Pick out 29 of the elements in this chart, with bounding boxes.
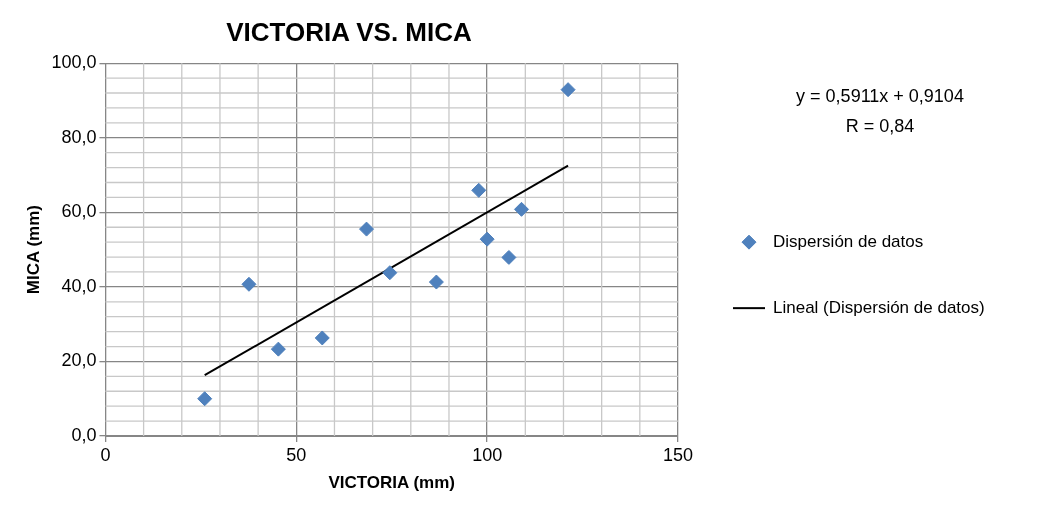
x-tick-label: 100 [472,444,503,465]
chart-title: VICTORIA VS. MICA [226,16,473,47]
y-tick-label: 80,0 [61,126,97,147]
point [479,231,495,247]
x-axis-title: VICTORIA (mm) [328,473,455,493]
y-tick-label: 40,0 [61,275,97,296]
y-tick-label: 0,0 [71,424,97,445]
legend-label: Lineal (Dispersión de datos) [773,297,985,317]
y-axis-title: MICA (mm) [23,205,43,295]
point [428,274,444,290]
y-tick-label: 100,0 [51,52,97,73]
y-tick-label: 60,0 [61,201,97,222]
point [501,249,517,265]
x-tick-label: 0 [100,444,111,465]
text: y = 0,5911x + 0,9104 [796,85,964,106]
point [471,182,487,198]
point [241,276,257,292]
point [359,221,375,237]
point [560,82,576,98]
point [382,265,398,281]
point [270,341,286,357]
point [514,201,529,217]
legend-label: Dispersión de datos [773,231,924,251]
point [314,330,330,346]
point [197,391,213,407]
x-tick-label: 50 [286,444,307,465]
text: R = 0,84 [845,115,915,136]
x-tick-label: 150 [662,444,694,465]
y-tick-label: 20,0 [61,350,97,371]
